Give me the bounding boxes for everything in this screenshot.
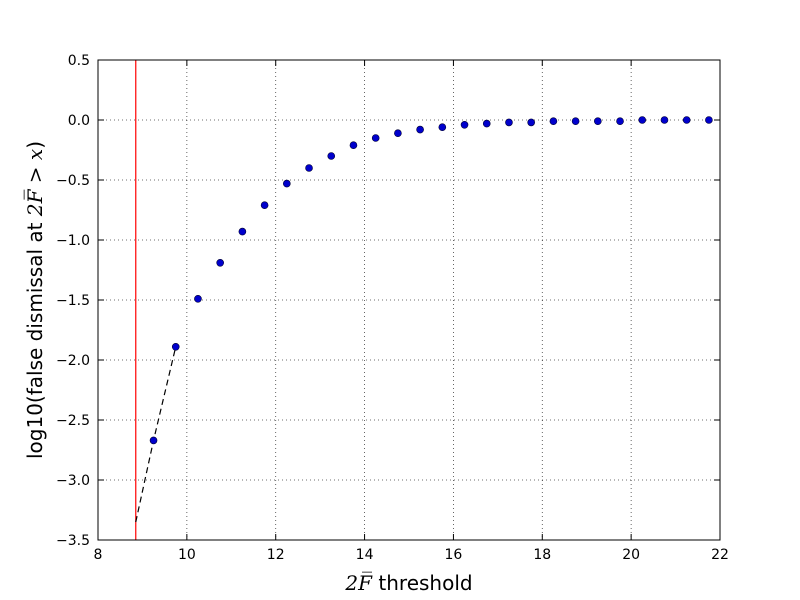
grid <box>97 59 721 541</box>
y-tick-label: −2.5 <box>56 413 90 429</box>
data-point <box>505 118 513 127</box>
data-point <box>482 119 491 128</box>
data-point <box>682 116 691 124</box>
data-point <box>438 123 447 131</box>
x-tick-label: 18 <box>533 547 551 563</box>
data-point <box>549 117 558 125</box>
y-tick-label: −1.0 <box>56 233 90 249</box>
data-point <box>616 117 624 125</box>
x-tick-label: 22 <box>711 547 729 563</box>
y-tick-label: −1.5 <box>56 293 90 309</box>
data-point <box>283 179 291 188</box>
ticks <box>97 59 721 541</box>
y-tick-label: −3.0 <box>56 473 90 489</box>
data-point <box>305 164 313 172</box>
y-axis-label-suffix: ) <box>23 141 47 149</box>
y-axis-label-prefix: log10(false dismissal at <box>23 216 47 459</box>
x-tick-label: 10 <box>178 547 196 563</box>
tick-labels: 8 10 12 14 16 18 20 22 0.5 0.0 −0.5 −1.0 −1.5 −2.0 −2.… <box>56 53 729 563</box>
data-point <box>171 342 180 351</box>
y-axis-label-math: 2F̅ > x <box>22 149 47 217</box>
x-tick-label: 16 <box>445 547 463 563</box>
x-axis-label-text: threshold <box>372 571 473 595</box>
data-point <box>594 117 602 125</box>
data-point <box>394 129 402 137</box>
data-point <box>216 258 224 267</box>
x-axis-label: 2F̅ threshold <box>344 570 472 595</box>
y-tick-label: 0.0 <box>68 113 90 129</box>
x-axis-label-math: 2F̅ <box>344 570 373 595</box>
data-points-layer <box>149 116 713 445</box>
data-point <box>527 118 535 127</box>
data-point <box>260 201 269 209</box>
data-point <box>460 121 469 129</box>
y-tick-label: 0.5 <box>68 53 90 69</box>
data-point <box>327 152 336 160</box>
data-point <box>705 116 713 124</box>
data-point <box>571 117 580 125</box>
y-axis-label: log10(false dismissal at 2F̅ > x) <box>22 141 47 459</box>
data-point <box>416 125 424 134</box>
data-point <box>660 116 669 124</box>
x-tick-label: 8 <box>94 547 103 563</box>
x-tick-label: 14 <box>356 547 374 563</box>
x-tick-label: 12 <box>267 547 285 563</box>
data-point <box>371 134 380 142</box>
y-tick-label: −0.5 <box>56 173 90 189</box>
data-point <box>638 116 647 124</box>
y-tick-label: −3.5 <box>56 533 90 549</box>
y-tick-label: −2.0 <box>56 353 90 369</box>
data-point <box>349 141 358 149</box>
data-point <box>149 436 158 445</box>
data-point <box>194 294 202 303</box>
data-point <box>238 227 247 236</box>
x-tick-label: 20 <box>622 547 640 563</box>
